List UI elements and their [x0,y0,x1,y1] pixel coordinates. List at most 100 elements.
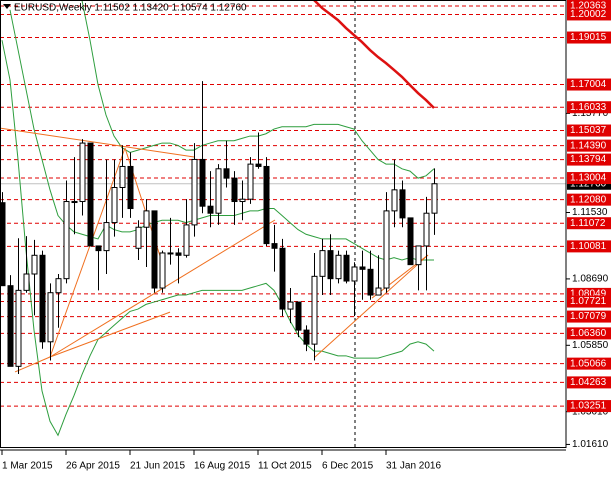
candle-body [247,163,254,200]
candle-body [127,165,134,210]
candle-body [87,142,94,247]
candle-body [55,278,62,294]
y-tick-label: 1.15770 [572,108,609,119]
candle-body [175,252,182,256]
trend-line [49,147,126,358]
y-tick-label: 1.08690 [572,274,609,285]
candle-body [423,212,430,247]
level-label-box [567,101,611,114]
y-tick-label: 1.01610 [572,439,609,450]
candle-body [335,254,342,280]
level-label-box [567,139,611,152]
level-label-box [567,376,611,389]
candle-body [71,201,78,204]
level-label: 1.20002 [570,9,607,20]
level-label: 1.03251 [570,401,607,412]
candle-body [287,301,294,310]
x-tick-label: 26 Apr 2015 [66,461,120,472]
level-label-box [567,357,611,370]
level-label-box [567,31,611,44]
candle-body [111,186,118,224]
x-tick-label: 31 Jan 2016 [386,461,441,472]
candle-body [255,163,262,167]
candle-body [343,254,350,282]
candle-body [79,142,86,203]
candle-body [167,252,174,255]
candle-body [23,273,30,291]
candle-body [223,168,230,179]
candle-body [39,254,46,343]
level-label-box [567,327,611,340]
candle-body [63,201,70,280]
candle-body [319,250,326,277]
trend-line [14,356,51,373]
level-label: 1.07721 [570,296,607,307]
candle-body [391,189,398,212]
level-label-box [567,295,611,308]
level-label: 1.19015 [570,32,607,43]
candle-body [383,210,390,289]
level-label: 1.05066 [570,358,607,369]
candle-body [159,252,166,289]
candle-body [183,224,190,256]
title-icon [3,4,11,9]
trend-line [0,127,196,158]
candle-body [271,243,278,249]
candle-body [311,275,318,345]
plot-frame [0,0,567,448]
candle-body [119,165,126,188]
level-label-box [567,172,611,185]
candle-body [143,210,150,228]
x-tick-label: 6 Dec 2015 [322,461,374,472]
candle-body [295,301,302,331]
level-label: 1.07079 [570,311,607,322]
level-label: 1.12080 [570,194,607,205]
candle-body [351,266,358,282]
plot-area [0,0,566,447]
candle-body [375,287,382,296]
level-label: 1.16033 [570,102,607,113]
candle-body [231,177,238,203]
level-label-box [567,78,611,91]
candle-body [399,189,406,219]
candle-body [359,266,366,270]
candle-body [367,268,374,296]
candle-body [47,292,54,343]
y-tick-label: 1.05850 [572,340,609,351]
level-label: 1.13004 [570,173,607,184]
level-label: 1.20363 [570,1,607,12]
level-label-box [567,217,611,230]
level-label: 1.11072 [570,218,606,229]
candle-body [431,183,438,214]
x-tick-label: 11 Oct 2015 [258,461,312,472]
candle-body [0,202,6,287]
candle-body [135,226,142,249]
indicator-line [1,40,435,437]
level-label: 1.17004 [570,79,607,90]
candle-body [407,217,414,266]
candle-body [263,165,270,245]
candle-body [199,158,206,207]
candle-body [415,245,422,266]
candle-body [15,289,22,367]
trend-line [314,254,429,358]
trend-line [49,311,171,358]
x-tick-label: 21 Jun 2015 [130,461,185,472]
level-label: 1.06360 [570,328,607,339]
level-label-box [567,310,611,323]
level-label: 1.13794 [570,154,607,165]
indicator-line [313,0,435,109]
level-label-box [567,153,611,166]
y-tick-label: 1.11530 [572,207,608,218]
level-label-box [567,8,611,21]
candle-body [31,254,38,275]
candle-body [215,168,222,214]
level-label: 1.08049 [570,289,607,300]
level-label: 1.04263 [570,377,607,388]
x-tick-label: 16 Aug 2015 [194,461,251,472]
candle-body [239,198,246,203]
x-tick-label: 1 Mar 2015 [2,461,53,472]
candle-body [103,222,110,252]
level-label: 1.10081 [570,241,607,252]
